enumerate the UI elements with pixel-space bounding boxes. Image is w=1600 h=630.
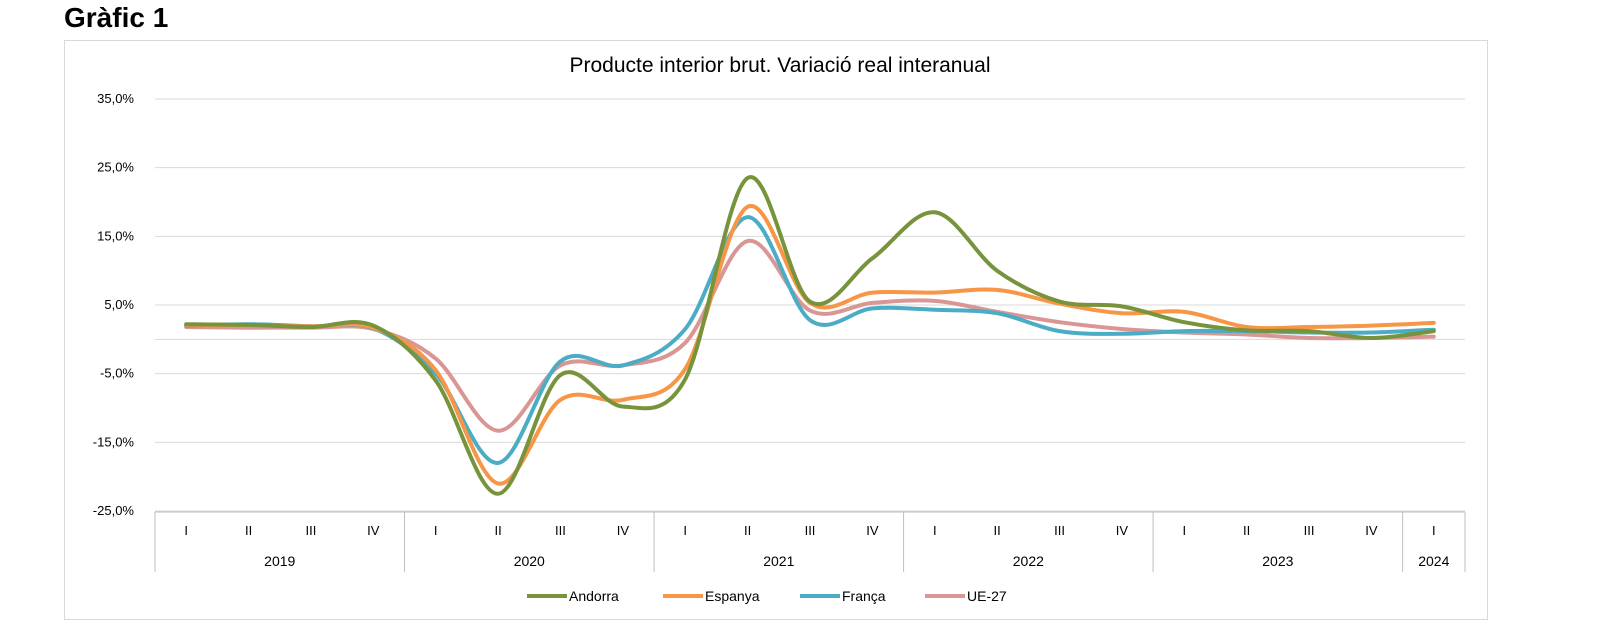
x-year-label: 2024: [1418, 553, 1449, 569]
series-line-ue-27: [184, 239, 1436, 433]
x-tick-label: IV: [866, 523, 879, 538]
series-line-frança: [184, 215, 1436, 465]
chart-frame: [64, 40, 1488, 620]
x-tick-label: III: [306, 523, 317, 538]
y-tick-label: 25,0%: [97, 160, 134, 175]
x-tick-label: I: [1432, 523, 1436, 538]
legend: Andorra Espanya França UE-27: [527, 588, 1007, 604]
x-tick-label: IV: [1365, 523, 1378, 538]
x-tick-label: II: [744, 523, 751, 538]
x-tick-label: I: [1182, 523, 1186, 538]
x-tick-label: I: [933, 523, 937, 538]
x-tick-label: II: [994, 523, 1001, 538]
x-tick-label: I: [683, 523, 687, 538]
legend-item: França: [800, 588, 886, 604]
legend-label: Andorra: [569, 588, 619, 604]
x-tick-label: IV: [1116, 523, 1129, 538]
gridlines: [155, 98, 1465, 512]
x-tick-label: I: [434, 523, 438, 538]
x-tick-label: IV: [367, 523, 380, 538]
series-line-andorra: [184, 175, 1436, 496]
x-tick-label: II: [245, 523, 252, 538]
figure-heading: Gràfic 1: [64, 2, 169, 33]
legend-item: Espanya: [663, 588, 760, 604]
y-tick-label: 35,0%: [97, 91, 134, 106]
chart-title: Producte interior brut. Variació real in…: [570, 54, 991, 77]
x-tick-label: II: [1243, 523, 1250, 538]
y-tick-label: -15,0%: [93, 434, 135, 449]
x-tick-label: IV: [617, 523, 630, 538]
x-year-label: 2020: [514, 553, 545, 569]
y-axis: 35,0% 25,0% 15,0% 5,0% -5,0% -15,0% -25,0%: [93, 91, 135, 518]
legend-label: Espanya: [705, 588, 760, 604]
legend-item: UE-27: [925, 588, 1007, 604]
x-tick-label: III: [1304, 523, 1315, 538]
x-tick-label: III: [555, 523, 566, 538]
y-tick-label: 5,0%: [104, 297, 134, 312]
x-tick-label: II: [494, 523, 501, 538]
x-year-label: 2023: [1262, 553, 1293, 569]
y-tick-label: 15,0%: [97, 228, 134, 243]
y-tick-label: -5,0%: [100, 366, 134, 381]
x-axis: I II III IV I II III IV I II III IV I II III IV I II III IV…: [154, 511, 1466, 572]
x-year-label: 2022: [1013, 553, 1044, 569]
series-line-espanya: [184, 204, 1436, 486]
x-tick-label: III: [805, 523, 816, 538]
series-lines: [184, 175, 1436, 496]
x-tick-label: III: [1054, 523, 1065, 538]
legend-item: Andorra: [527, 588, 619, 604]
x-year-label: 2021: [763, 553, 794, 569]
y-tick-label: -25,0%: [93, 503, 135, 518]
x-tick-label: I: [184, 523, 188, 538]
x-year-label: 2019: [264, 553, 295, 569]
legend-label: França: [842, 588, 886, 604]
legend-label: UE-27: [967, 588, 1007, 604]
